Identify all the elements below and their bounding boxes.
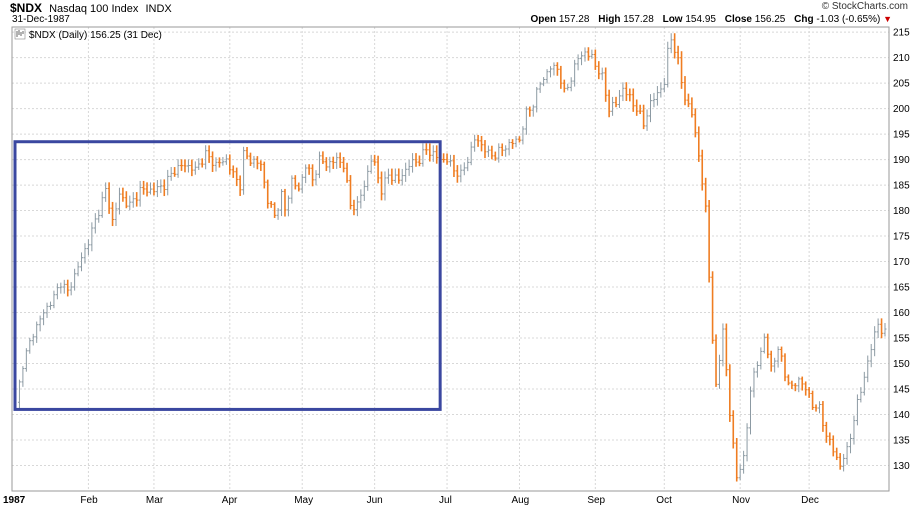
y-tick-label: 130 bbox=[893, 461, 910, 472]
y-tick-label: 195 bbox=[893, 130, 910, 141]
y-axis-ticks: 130 135 140 145 150 155 160 165 170 175 180 185 190 1… bbox=[893, 28, 910, 472]
y-tick-label: 150 bbox=[893, 359, 910, 370]
y-tick-label: 185 bbox=[893, 181, 910, 192]
y-tick-label: 160 bbox=[893, 308, 910, 319]
y-tick-label: 155 bbox=[893, 334, 910, 345]
x-tick-label: Sep bbox=[587, 495, 605, 506]
symbol-label: $NDX bbox=[10, 1, 43, 15]
x-axis-ticks: 1987 Feb Mar Apr May Jun Jul Aug Sep Oct Nov Dec bbox=[3, 495, 819, 506]
x-tick-label: Jul bbox=[439, 495, 452, 506]
quote-date: 31-Dec-1987 bbox=[12, 14, 70, 25]
index-name: Nasdaq 100 Index bbox=[49, 3, 139, 15]
x-tick-label: Jun bbox=[367, 495, 383, 506]
high-value: 157.28 bbox=[623, 14, 654, 25]
y-tick-label: 215 bbox=[893, 28, 910, 39]
y-tick-label: 145 bbox=[893, 385, 910, 396]
x-tick-label: Apr bbox=[222, 495, 238, 506]
chg-value: -1.03 (-0.65%) bbox=[816, 14, 881, 25]
x-tick-label: May bbox=[294, 495, 313, 506]
price-bars-icon-glyph bbox=[16, 30, 24, 37]
x-tick-label: Dec bbox=[801, 495, 819, 506]
chart-legend: $NDX (Daily) 156.25 (31 Dec) bbox=[14, 28, 162, 41]
highlight-box bbox=[13, 140, 442, 411]
down-arrow-icon: ▼ bbox=[883, 14, 892, 24]
low-value: 154.95 bbox=[685, 14, 716, 25]
low-label: Low bbox=[662, 14, 683, 25]
y-tick-label: 200 bbox=[893, 104, 910, 115]
brand-label: © StockCharts.com bbox=[821, 1, 908, 12]
ohlc-readout: Open 157.28 High 157.28 Low 154.95 Close… bbox=[531, 14, 893, 25]
y-tick-label: 180 bbox=[893, 206, 910, 217]
y-tick-label: 170 bbox=[893, 257, 910, 268]
y-tick-label: 210 bbox=[893, 53, 910, 64]
chg-label: Chg bbox=[794, 14, 814, 25]
x-tick-label: Oct bbox=[656, 495, 672, 506]
y-tick-label: 190 bbox=[893, 155, 910, 166]
grid-lines bbox=[12, 27, 889, 491]
y-tick-label: 205 bbox=[893, 79, 910, 90]
x-tick-label: Aug bbox=[511, 495, 529, 506]
y-tick-label: 165 bbox=[893, 283, 910, 294]
header-title-row: $NDX Nasdaq 100 Index INDX © StockCharts… bbox=[10, 1, 908, 15]
legend-label: $NDX (Daily) 156.25 (31 Dec) bbox=[29, 30, 162, 41]
exchange-label: INDX bbox=[145, 3, 172, 15]
y-tick-label: 140 bbox=[893, 410, 910, 421]
header-quote-row: 31-Dec-1987 Open 157.28 High 157.28 Low … bbox=[12, 14, 892, 27]
open-label: Open bbox=[530, 14, 557, 25]
y-tick-label: 175 bbox=[893, 232, 910, 243]
x-tick-label: Feb bbox=[80, 495, 98, 506]
close-value: 156.25 bbox=[754, 14, 786, 25]
x-tick-label: Mar bbox=[146, 495, 164, 506]
y-tick-label: 135 bbox=[893, 436, 910, 447]
price-bars bbox=[17, 33, 887, 482]
plot-frame bbox=[11, 26, 890, 492]
x-tick-label: Nov bbox=[732, 495, 750, 506]
open-value: 157.28 bbox=[558, 14, 590, 25]
x-tick-label: 1987 bbox=[3, 495, 26, 506]
high-label: High bbox=[598, 14, 621, 25]
price-bars-icon bbox=[14, 28, 26, 40]
close-label: Close bbox=[724, 14, 752, 25]
